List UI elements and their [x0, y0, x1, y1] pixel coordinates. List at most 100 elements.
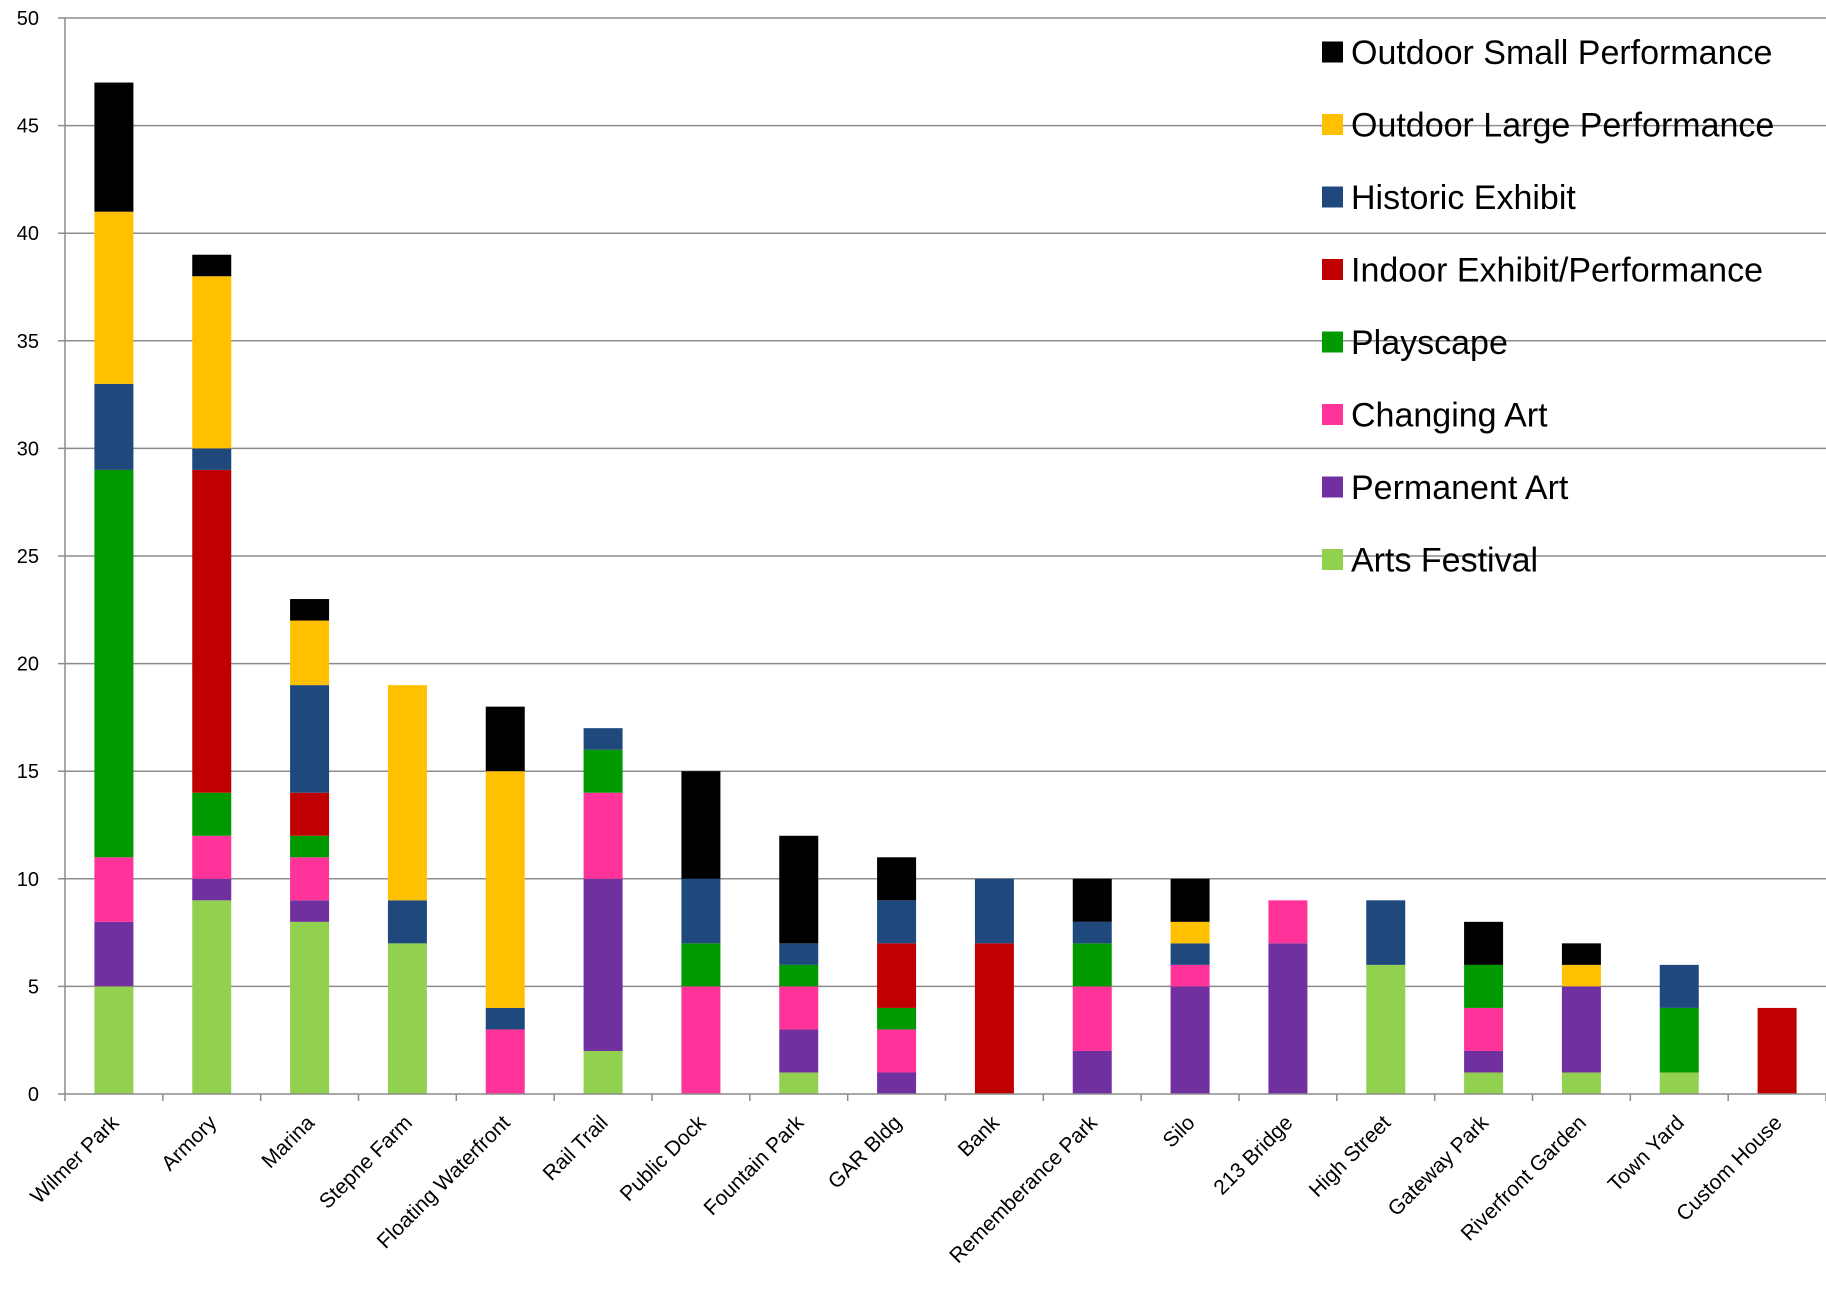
y-tick-label: 35: [17, 331, 39, 353]
y-tick-label: 20: [17, 654, 39, 676]
x-category-label: Marina: [257, 1111, 319, 1173]
x-category-label: Custom House: [1672, 1111, 1786, 1225]
y-tick-label: 45: [17, 116, 39, 138]
bar-segment: [485, 706, 525, 772]
bar-segment: [583, 749, 623, 793]
bar-segment: [681, 943, 721, 987]
bar-stack: [1757, 1007, 1797, 1094]
bar-segment: [192, 254, 232, 277]
bar-segment: [192, 792, 232, 836]
bar-segment: [1072, 986, 1112, 1051]
x-category-label: Stepne Farm: [315, 1111, 417, 1213]
bar-stack: [583, 728, 623, 1094]
legend-swatch: [1322, 41, 1343, 63]
bar-segment: [877, 1029, 917, 1073]
bar-segment: [1366, 900, 1406, 965]
legend-item: Indoor Exhibit/Performance: [1322, 252, 1763, 290]
legend-swatch: [1322, 476, 1343, 498]
y-tick-label: 40: [17, 223, 39, 245]
bar-segment: [94, 469, 134, 858]
bar-segment: [1464, 921, 1504, 965]
legend-item: Changing Art: [1322, 397, 1548, 435]
legend-swatch: [1322, 114, 1343, 135]
legend: Outdoor Small Performance Outdoor Large P…: [1322, 34, 1774, 580]
bar-segment: [1464, 964, 1504, 1008]
y-tick-label: 5: [28, 976, 39, 998]
bar-segment: [1170, 878, 1210, 922]
bar-segment: [1170, 964, 1210, 987]
bar-segment: [387, 943, 427, 1094]
x-category-label: 213 Bridge: [1209, 1111, 1297, 1199]
bar-segment: [485, 1029, 525, 1094]
bar-segment: [1268, 943, 1308, 1094]
bar-stack: [974, 878, 1014, 1094]
bar-segment: [192, 276, 232, 449]
legend-swatch: [1322, 404, 1343, 425]
bar-stack: [1170, 878, 1210, 1094]
bar-segment: [779, 1072, 819, 1094]
y-tick-label: 25: [17, 546, 39, 568]
bar-stack: [94, 82, 134, 1094]
legend-item: Outdoor Small Performance: [1322, 34, 1772, 72]
bar-segment: [290, 835, 330, 858]
bar-segment: [1659, 1072, 1699, 1094]
legend-label: Arts Festival: [1351, 542, 1538, 580]
bar-segment: [1268, 900, 1308, 944]
bar-segment: [681, 986, 721, 1094]
bar-stack: [1464, 921, 1504, 1094]
gridlines: [65, 17, 1826, 988]
bar-segment: [94, 921, 134, 987]
bar-segment: [583, 792, 623, 879]
bar-segment: [290, 921, 330, 1094]
bar-segment: [583, 728, 623, 750]
bar-segment: [94, 211, 134, 384]
bar-stack: [1072, 878, 1112, 1094]
legend-item: Historic Exhibit: [1322, 179, 1576, 217]
bar-segment: [583, 878, 623, 1051]
x-category-label: Silo: [1159, 1111, 1200, 1152]
bar-stack: [1268, 900, 1308, 1094]
x-category-label: Bank: [954, 1111, 1004, 1161]
legend-label: Playscape: [1351, 324, 1508, 362]
bar-stack: [877, 857, 917, 1094]
bar-stack: [192, 254, 232, 1094]
y-tick-label: 30: [17, 438, 39, 460]
bar-segment: [974, 943, 1014, 1094]
bar-segment: [877, 943, 917, 1008]
bar-segment: [192, 878, 232, 901]
legend-swatch: [1322, 186, 1343, 208]
bar-segment: [290, 620, 330, 686]
bar-segment: [1561, 986, 1601, 1073]
bar-segment: [1072, 878, 1112, 922]
bar-segment: [1072, 1050, 1112, 1094]
legend-label: Permanent Art: [1351, 469, 1569, 507]
x-category-label: High Street: [1305, 1111, 1396, 1202]
bar-stack: [1366, 900, 1406, 1094]
bar-segment: [779, 835, 819, 944]
y-tick-label: 15: [17, 761, 39, 783]
y-tick-label: 50: [17, 8, 39, 30]
bar-stack: [681, 771, 721, 1094]
x-category-label: Public Dock: [616, 1111, 711, 1206]
bar-segment: [1561, 1072, 1601, 1094]
bar-segment: [1366, 964, 1406, 1094]
bar-segment: [1659, 1007, 1699, 1073]
bar-segment: [387, 685, 427, 901]
legend-swatch: [1322, 259, 1343, 280]
x-category-label: Town Yard: [1604, 1111, 1689, 1196]
bar-segment: [1072, 921, 1112, 944]
x-category-label: Rail Trail: [539, 1111, 613, 1185]
bar-segment: [1464, 1007, 1504, 1051]
axes: [58, 17, 1826, 1101]
legend-label: Changing Art: [1351, 397, 1548, 435]
bar-segment: [877, 1072, 917, 1094]
bar-segment: [192, 469, 232, 793]
bar-segment: [1561, 964, 1601, 987]
x-category-label: Gateway Park: [1384, 1111, 1494, 1221]
bar-segment: [681, 771, 721, 879]
bar-segment: [1464, 1072, 1504, 1094]
bar-segment: [877, 1007, 917, 1030]
legend-item: Arts Festival: [1322, 542, 1538, 580]
